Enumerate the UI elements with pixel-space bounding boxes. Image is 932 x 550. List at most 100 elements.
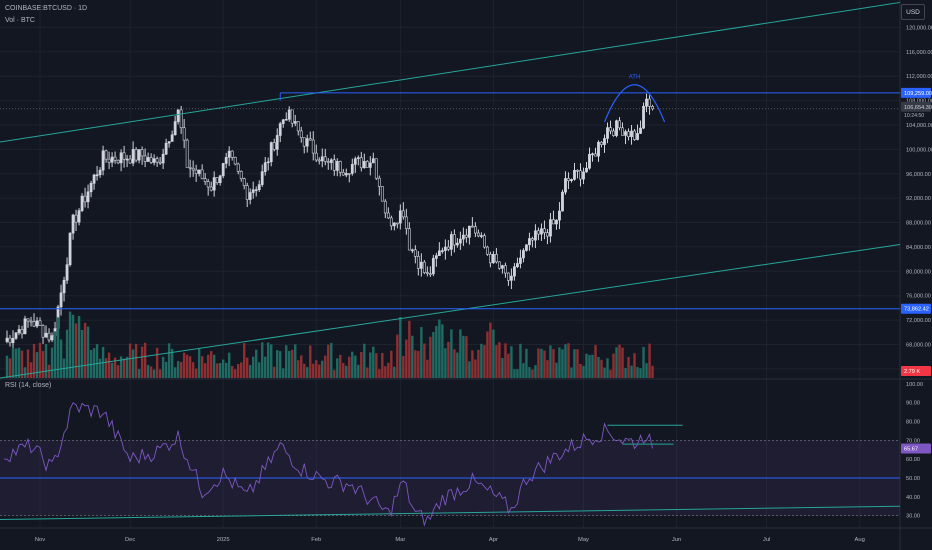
volume-legend[interactable]: Vol · BTC <box>5 17 35 24</box>
volume-bar <box>273 366 276 378</box>
volume-bar <box>107 352 111 378</box>
volume-bar <box>140 346 144 378</box>
volume-value-label: 2.79 K <box>904 369 920 375</box>
candle-body <box>440 250 444 252</box>
candle-body <box>371 158 375 164</box>
candle-body <box>284 118 288 121</box>
volume-bar <box>143 342 147 378</box>
volume-bar <box>152 369 156 378</box>
candle-body <box>116 159 120 164</box>
candle-body <box>374 158 378 179</box>
volume-bar <box>414 350 417 378</box>
price-tick-label: 112,000.00 <box>906 74 932 80</box>
candle-body <box>167 141 171 144</box>
candle-body <box>504 265 507 274</box>
candle-body <box>633 130 636 140</box>
candle-body <box>134 149 138 161</box>
time-tick-label: 2025 <box>217 537 230 543</box>
candle-body <box>257 184 261 191</box>
candle-body <box>519 257 522 264</box>
candle-body <box>266 161 270 164</box>
candle-body <box>582 171 585 180</box>
volume-bar <box>507 353 510 378</box>
volume-bar <box>276 350 279 378</box>
volume-bar <box>516 369 519 378</box>
candle-body <box>597 141 600 157</box>
candle-body <box>296 121 300 132</box>
rsi-tick-label: 80.00 <box>906 419 920 425</box>
volume-bar <box>32 343 36 378</box>
candle-body <box>173 121 177 136</box>
volume-bar <box>471 350 474 378</box>
candle-body <box>347 173 351 175</box>
candle-body <box>425 272 429 274</box>
candle-body <box>290 109 294 124</box>
price-tick-label: 100,000.00 <box>906 147 932 153</box>
volume-bar <box>74 323 78 378</box>
candle-body <box>47 332 51 341</box>
volume-bar <box>417 350 420 378</box>
volume-bar <box>324 355 327 378</box>
volume-bar <box>53 331 57 378</box>
volume-bar <box>267 342 270 378</box>
candle-body <box>522 250 525 259</box>
volume-bar <box>360 351 363 378</box>
volume-bar <box>549 345 552 378</box>
candle-body <box>194 169 198 174</box>
volume-bar <box>645 363 648 378</box>
candle-body <box>65 264 69 281</box>
rsi-legend[interactable]: RSI (14, close) <box>5 382 52 389</box>
volume-bar <box>327 344 330 378</box>
volume-bar <box>170 348 174 378</box>
volume-bar <box>564 344 567 378</box>
candle-body <box>356 157 360 160</box>
volume-bar <box>624 368 627 378</box>
candle-body <box>5 337 9 342</box>
price-tick-label: 92,000.00 <box>906 196 931 202</box>
candles <box>5 93 654 348</box>
candle-body <box>20 329 24 335</box>
volume-bar <box>56 317 60 378</box>
volume-bar <box>77 315 81 378</box>
volume-bar <box>11 347 15 378</box>
volume-bar <box>342 363 345 378</box>
volume-bar <box>567 343 570 378</box>
candle-body <box>534 230 537 241</box>
candle-body <box>305 138 309 147</box>
price-tick-label: 72,000.00 <box>906 318 931 324</box>
ath-label: ATH <box>629 75 641 81</box>
candle-body <box>38 320 42 326</box>
rsi-tick-label: 90.00 <box>906 401 920 407</box>
volume-bar <box>546 360 549 378</box>
volume-bar <box>291 349 294 378</box>
volume-bar <box>621 347 624 378</box>
rsi-tick-label: 30.00 <box>906 514 920 520</box>
volume-bar <box>309 345 312 378</box>
candle-body <box>579 170 582 180</box>
volume-bar <box>600 359 603 378</box>
candle-body <box>630 130 633 138</box>
volume-bar <box>369 352 372 378</box>
volume-bar <box>80 329 84 378</box>
volume-bar <box>396 334 399 378</box>
candle-body <box>197 169 201 174</box>
symbol-title[interactable]: COINBASE:BTCUSD · 1D <box>5 5 88 12</box>
volume-bar <box>92 348 96 378</box>
volume-bar <box>483 345 486 378</box>
candle-body <box>344 173 348 176</box>
volume-bar <box>354 355 357 378</box>
candle-body <box>86 191 90 203</box>
candle-body <box>35 320 39 327</box>
volume-bar <box>345 365 348 378</box>
candle-body <box>618 120 621 129</box>
candle-body <box>299 130 303 138</box>
currency-button[interactable]: USD <box>901 4 925 20</box>
candle-body <box>149 157 153 163</box>
volume-bar <box>336 358 339 378</box>
time-tick-label: Apr <box>489 537 498 543</box>
candle-body <box>380 186 384 202</box>
volume-bar <box>462 335 465 378</box>
volume-bars <box>5 311 654 378</box>
candle-body <box>401 210 405 218</box>
